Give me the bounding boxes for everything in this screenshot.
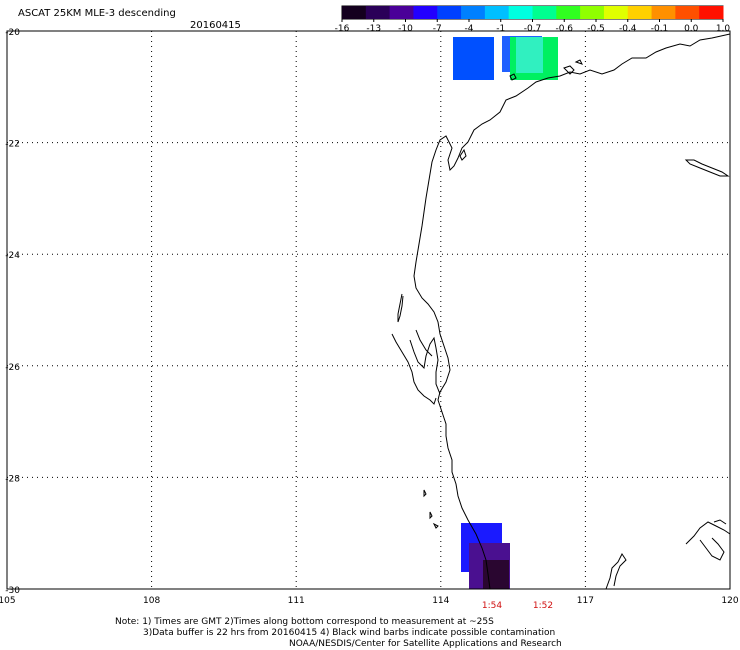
lat-label: -26 bbox=[5, 363, 20, 373]
lat-label: -20 bbox=[5, 28, 20, 38]
coastline-mainland bbox=[413, 33, 731, 590]
colorbar-label: -16 bbox=[335, 24, 350, 34]
swath-cell bbox=[516, 37, 543, 73]
colorbar-swatch bbox=[413, 6, 438, 19]
colorbar-label: -7 bbox=[433, 24, 442, 34]
note-line-2: 3)Data buffer is 22 hrs from 20160415 4)… bbox=[143, 628, 556, 638]
lon-label: 111 bbox=[288, 596, 305, 606]
coastline-shark-bay bbox=[391, 333, 437, 405]
swath-cell bbox=[483, 560, 509, 589]
colorbar-swatch bbox=[484, 6, 510, 19]
lat-label: -24 bbox=[5, 251, 20, 261]
colorbar-swatch bbox=[675, 6, 700, 19]
swath-cell bbox=[453, 37, 494, 80]
colorbar-label: -0.5 bbox=[587, 24, 605, 34]
colorbar-swatch bbox=[603, 6, 629, 19]
colorbar-label: 1.0 bbox=[716, 24, 731, 34]
colorbar-label: -0.6 bbox=[555, 24, 573, 34]
wind-swath bbox=[453, 36, 558, 589]
colorbar-label: 0.0 bbox=[684, 24, 699, 34]
colorbar-swatch bbox=[627, 6, 653, 19]
pass-time-label: 1:52 bbox=[533, 601, 553, 611]
colorbar-swatch bbox=[651, 6, 676, 19]
date-label: 20160415 bbox=[190, 20, 241, 31]
colorbar: -16 -13 -10 -7 -4 -1 -0.7 -0.6 -0.5 -0.4 -0.1 0.0 1.… bbox=[335, 5, 731, 34]
colorbar-label: -0.7 bbox=[524, 24, 542, 34]
colorbar-swatch bbox=[556, 6, 581, 19]
lon-label: 114 bbox=[432, 596, 449, 606]
colorbar-swatch bbox=[365, 6, 391, 19]
colorbar-swatch bbox=[461, 6, 486, 19]
colorbar-swatch bbox=[580, 6, 605, 19]
lat-label: -22 bbox=[5, 140, 20, 150]
note-line-3: NOAA/NESDIS/Center for Satellite Applica… bbox=[289, 639, 562, 649]
coastline bbox=[391, 33, 731, 590]
colorbar-label: -0.4 bbox=[619, 24, 637, 34]
colorbar-swatch bbox=[342, 6, 367, 19]
graticule bbox=[7, 31, 730, 589]
colorbar-swatch bbox=[532, 6, 557, 19]
lat-label: -28 bbox=[5, 474, 20, 484]
colorbar-swatch bbox=[389, 6, 414, 19]
colorbar-swatch bbox=[699, 6, 724, 19]
note-line-1: Note: 1) Times are GMT 2)Times along bot… bbox=[115, 617, 494, 627]
colorbar-swatch bbox=[437, 6, 462, 19]
map-frame bbox=[6, 30, 731, 590]
coastline-island bbox=[397, 293, 404, 323]
colorbar-label: -4 bbox=[465, 24, 474, 34]
lon-label: 108 bbox=[143, 596, 160, 606]
colorbar-swatch bbox=[508, 6, 533, 19]
colorbar-label: -13 bbox=[366, 24, 381, 34]
lon-label: 120 bbox=[721, 596, 738, 606]
lon-label: 117 bbox=[577, 596, 594, 606]
pass-time-label: 1:54 bbox=[482, 601, 502, 611]
colorbar-label: -10 bbox=[398, 24, 413, 34]
colorbar-label: -0.1 bbox=[651, 24, 669, 34]
lat-label: -30 bbox=[5, 586, 20, 596]
product-title: ASCAT 25KM MLE-3 descending bbox=[18, 8, 176, 19]
colorbar-label: -1 bbox=[496, 24, 505, 34]
lon-label: 105 bbox=[0, 596, 16, 606]
